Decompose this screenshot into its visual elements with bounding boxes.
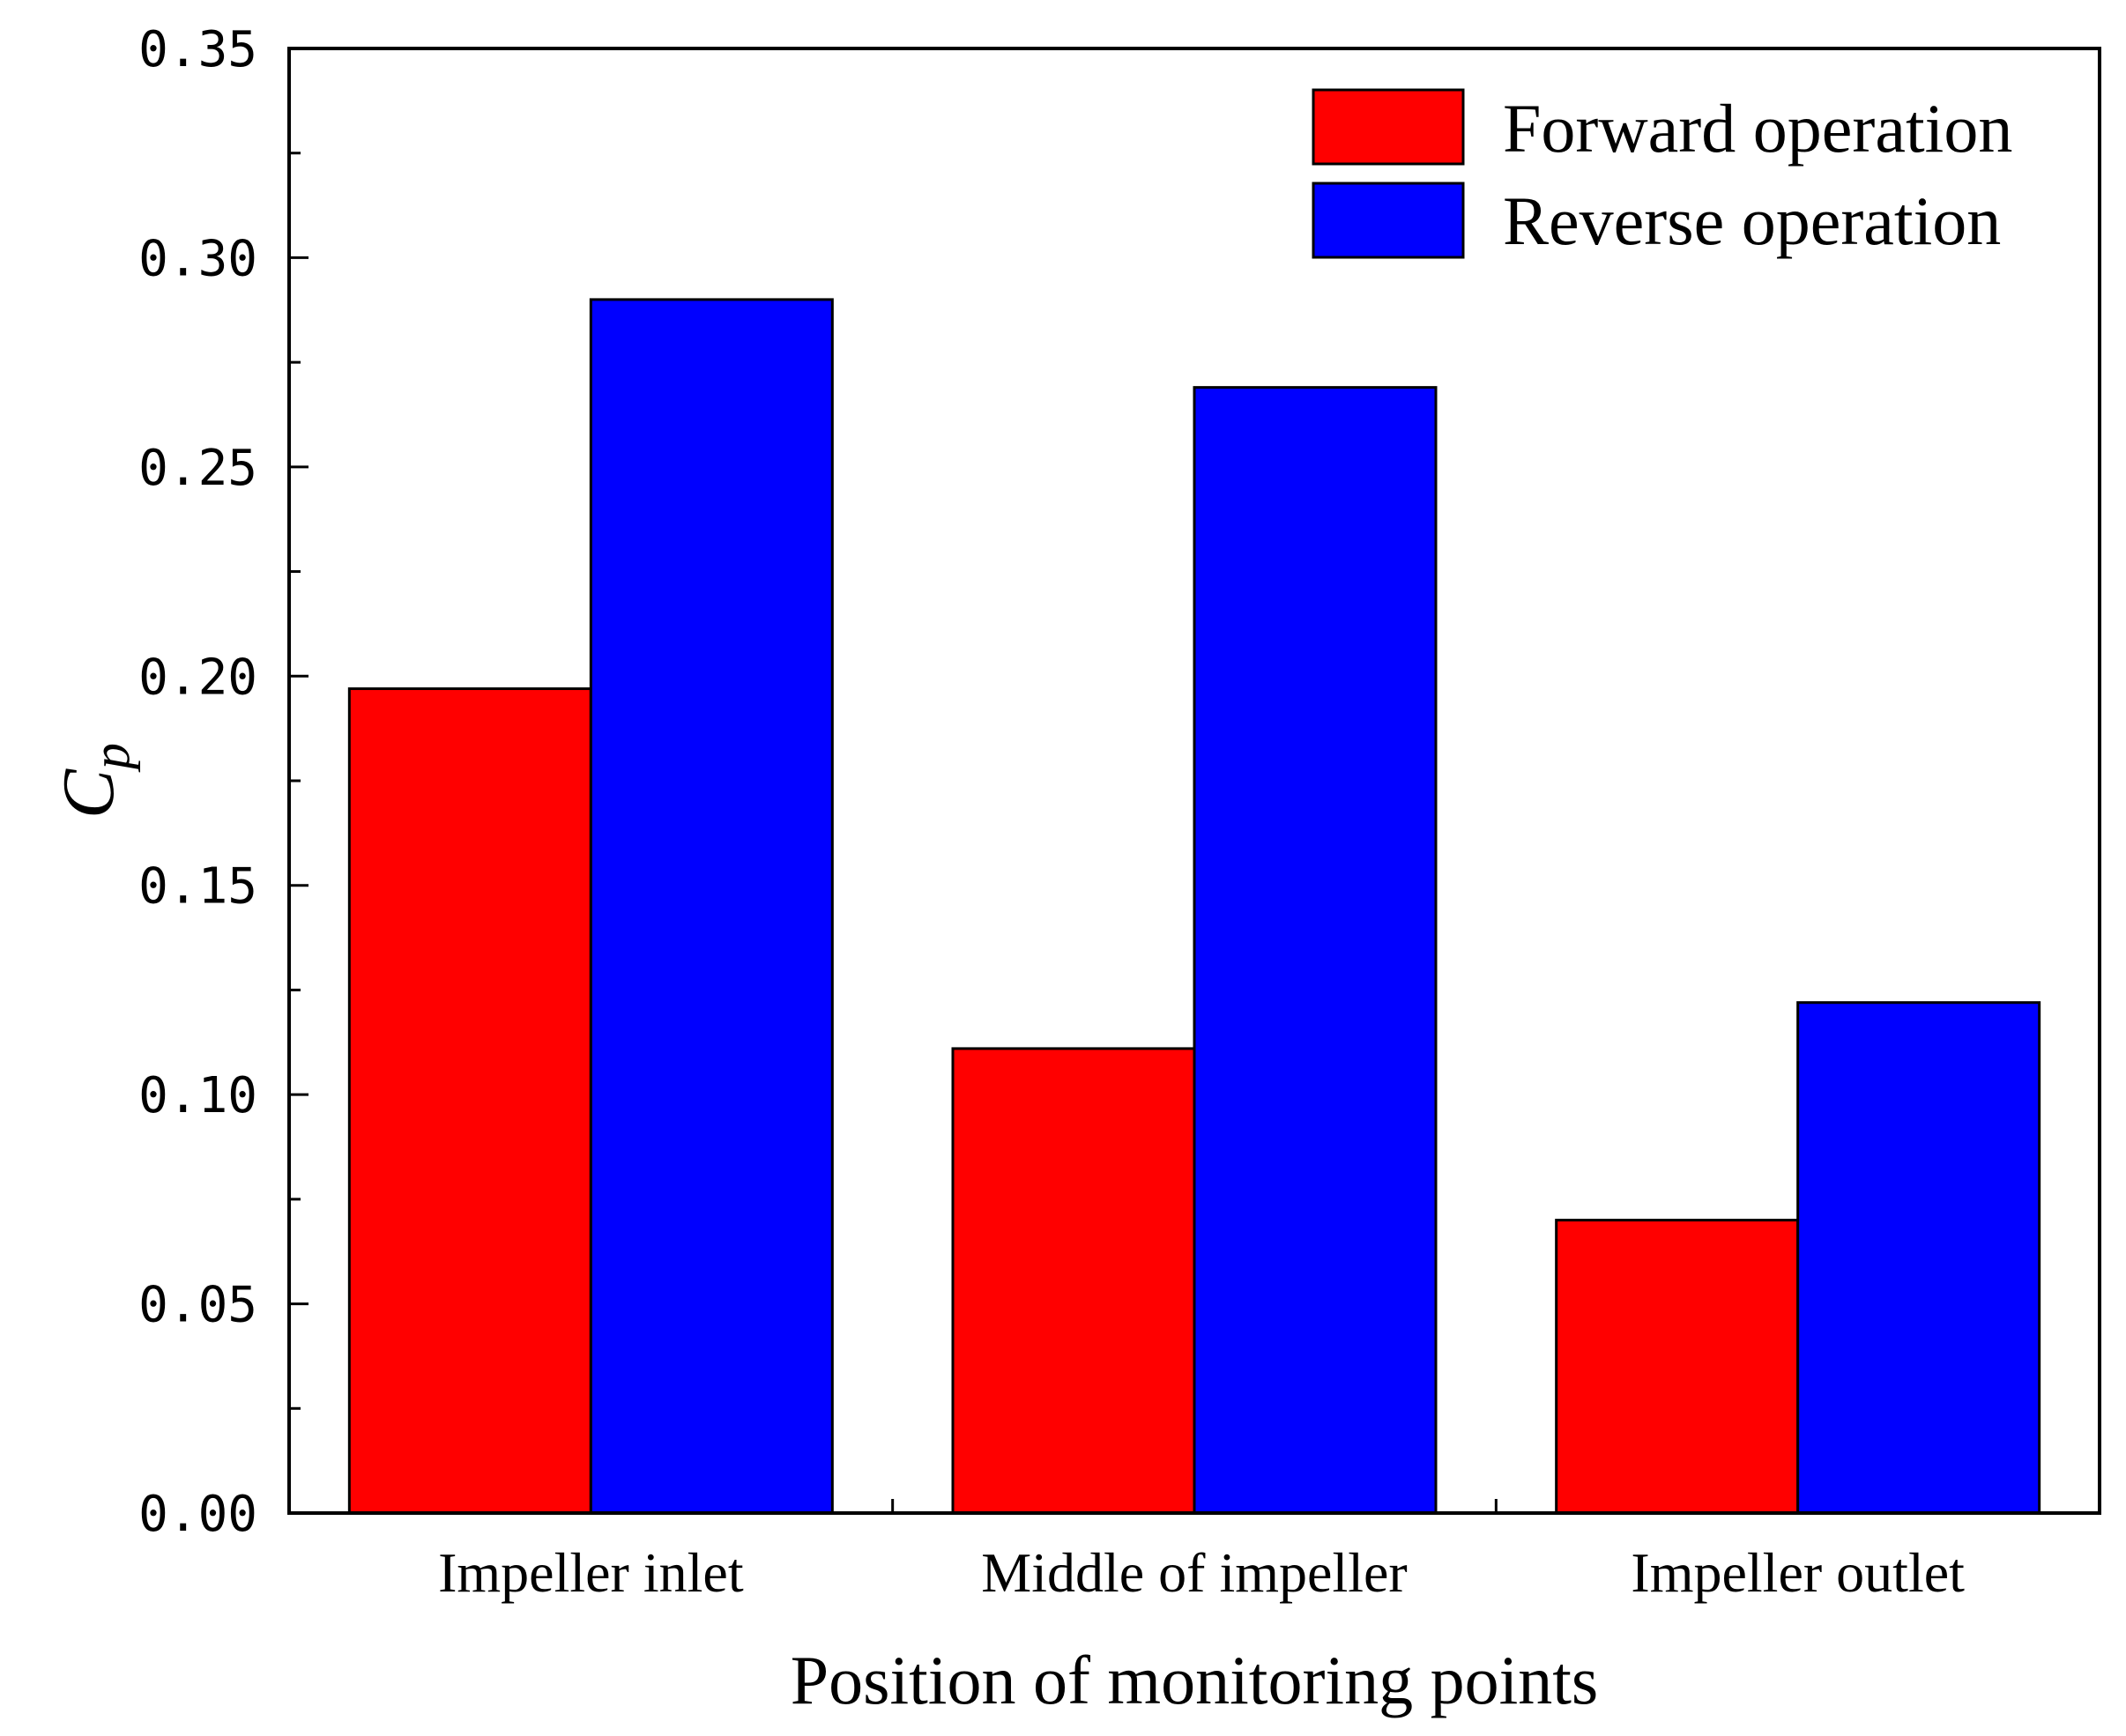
y-tick-label: 0.05 [138, 1277, 257, 1334]
y-axis-title-subscript: p [82, 743, 140, 773]
y-tick-label: 0.25 [138, 440, 257, 497]
legend-swatch-forward [1312, 88, 1465, 166]
x-category-label-middle-of-impeller: Middle of impeller [981, 1541, 1407, 1604]
bar-forward-operation-middle-of-impeller [951, 1047, 1196, 1515]
bar-reverse-operation-impeller-outlet [1796, 1001, 2041, 1515]
y-tick-label: 0.35 [138, 21, 257, 78]
bar-reverse-operation-middle-of-impeller [1193, 386, 1438, 1515]
y-axis-title-main: C [48, 768, 130, 819]
bar-forward-operation-impeller-inlet [347, 687, 592, 1515]
legend-label-reverse: Reverse operation [1503, 182, 2001, 259]
x-axis: Impeller inlet Middle of impeller Impeller… [438, 1499, 1965, 1604]
bar-reverse-operation-impeller-inlet [589, 298, 834, 1515]
x-category-label-impeller-outlet: Impeller outlet [1631, 1541, 1965, 1604]
y-axis: 0.00 0.05 0.10 0.15 0.20 0.25 0.30 0.35 [138, 21, 308, 1543]
y-tick-label: 0.30 [138, 230, 257, 287]
legend-swatch-reverse [1312, 182, 1465, 259]
legend: Forward operation Reverse operation [1312, 88, 2012, 259]
y-axis-title: Cp [48, 743, 140, 819]
y-tick-label: 0.20 [138, 649, 257, 706]
bars-group [347, 298, 2041, 1515]
y-tick-label: 0.10 [138, 1067, 257, 1124]
y-tick-label: 0.15 [138, 858, 257, 916]
legend-label-forward: Forward operation [1503, 90, 2012, 167]
y-tick-label: 0.00 [138, 1486, 257, 1543]
x-category-label-impeller-inlet: Impeller inlet [438, 1541, 744, 1604]
bar-forward-operation-impeller-outlet [1555, 1219, 1800, 1515]
x-axis-title: Position of monitoring points [791, 1642, 1599, 1718]
